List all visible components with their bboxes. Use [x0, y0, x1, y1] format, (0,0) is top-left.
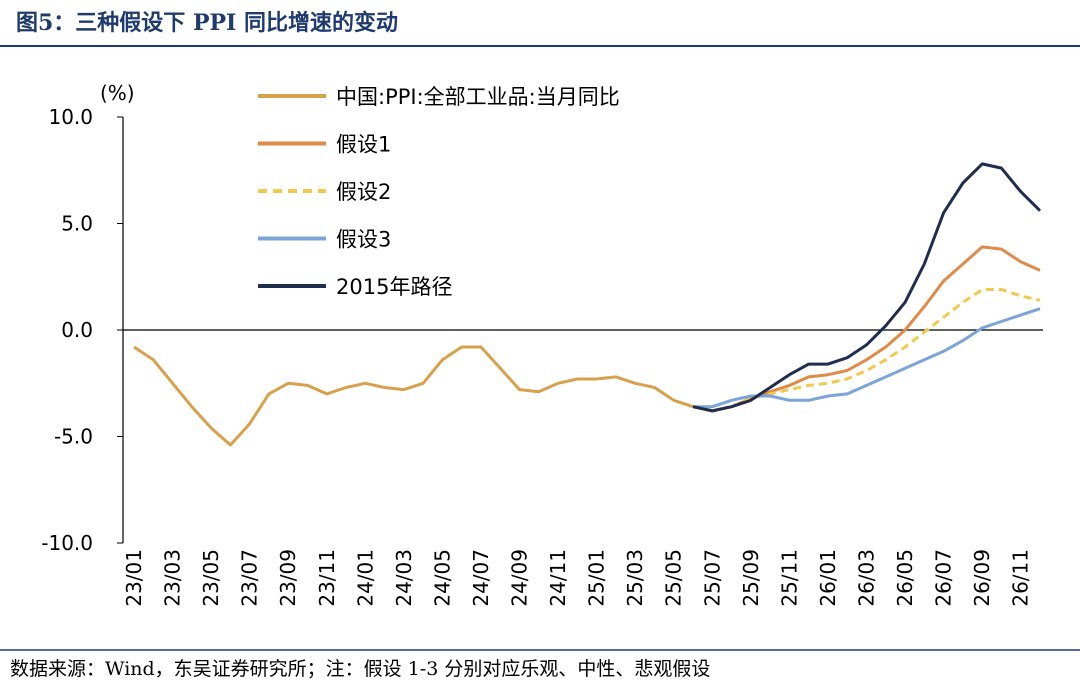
y-tick-label: 10.0 — [48, 105, 93, 129]
series-line — [133, 345, 694, 447]
series-line — [692, 162, 1042, 413]
series-line — [693, 307, 1041, 409]
x-tick-label: 23/05 — [199, 549, 223, 607]
x-tick-label: 24/11 — [546, 549, 570, 607]
x-tick-label: 26/09 — [970, 549, 994, 607]
legend-label: 假设2 — [336, 180, 391, 204]
x-tick-label: 26/05 — [893, 549, 917, 607]
x-tick-label: 26/01 — [816, 549, 840, 607]
x-tick-label: 24/05 — [430, 549, 454, 607]
x-tick-label: 23/09 — [276, 549, 300, 607]
x-tick-label: 25/07 — [700, 549, 724, 607]
y-tick-label: -10.0 — [41, 531, 93, 555]
legend-label: 2015年路径 — [336, 275, 452, 299]
x-tick-label: 25/01 — [585, 549, 609, 607]
x-tick-label: 26/07 — [932, 549, 956, 607]
x-tick-label: 23/03 — [161, 549, 185, 607]
x-tick-label: 25/03 — [623, 549, 647, 607]
x-tick-label: 25/09 — [739, 549, 763, 607]
x-tick-label: 23/07 — [238, 549, 262, 607]
x-tick-label: 24/03 — [392, 549, 416, 607]
y-tick-label: 5.0 — [61, 212, 93, 236]
legend-label: 中国:PPI:全部工业品:当月同比 — [336, 85, 620, 109]
x-tick-label: 24/07 — [469, 549, 493, 607]
x-tick-label: 23/11 — [315, 549, 339, 607]
y-tick-label: -5.0 — [54, 425, 93, 449]
chart-title: 图5：三种假设下 PPI 同比增速的变动 — [16, 10, 398, 36]
source-note: 数据来源：Wind，东吴证券研究所；注：假设 1-3 分别对应乐观、中性、悲观假… — [10, 658, 710, 680]
series-line — [692, 288, 1041, 413]
x-tick-label: 23/01 — [122, 549, 146, 607]
x-tick-label: 24/09 — [508, 549, 532, 607]
series-line — [692, 245, 1041, 413]
x-tick-label: 26/11 — [1009, 549, 1033, 607]
x-tick-label: 26/03 — [855, 549, 879, 607]
legend-label: 假设3 — [336, 228, 391, 252]
x-tick-label: 25/05 — [662, 549, 686, 607]
x-tick-label: 25/11 — [777, 549, 801, 607]
x-tick-label: 24/01 — [353, 549, 377, 607]
legend-label: 假设1 — [336, 133, 391, 157]
y-tick-label: 0.0 — [61, 318, 93, 342]
y-axis-label: (%) — [100, 81, 135, 105]
